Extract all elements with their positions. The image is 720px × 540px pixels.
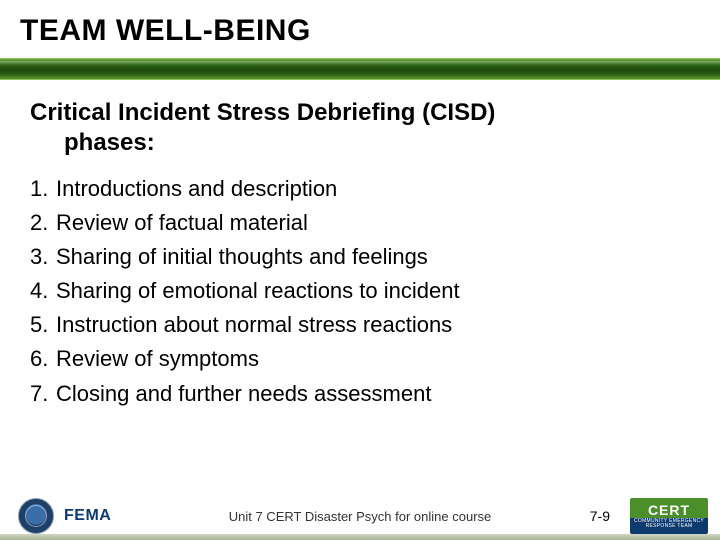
list-item: 2. Review of factual material: [30, 206, 690, 240]
list-number: 5.: [30, 308, 56, 342]
list-item: 4. Sharing of emotional reactions to inc…: [30, 274, 690, 308]
cert-logo-small: COMMUNITY EMERGENCY RESPONSE TEAM: [630, 519, 708, 530]
title-bar: TEAM WELL-BEING: [0, 0, 720, 48]
list-number: 6.: [30, 342, 56, 376]
list-item: 3. Sharing of initial thoughts and feeli…: [30, 240, 690, 274]
list-number: 3.: [30, 240, 56, 274]
subheading-line1: Critical Incident Stress Debriefing (CIS…: [30, 99, 495, 126]
phase-list: 1. Introductions and description 2. Revi…: [30, 172, 690, 411]
list-item: 6. Review of symptoms: [30, 342, 690, 376]
list-number: 2.: [30, 206, 56, 240]
footer: FEMA Unit 7 CERT Disaster Psych for onli…: [0, 492, 720, 540]
list-text: Sharing of emotional reactions to incide…: [56, 274, 460, 308]
list-text: Review of symptoms: [56, 342, 259, 376]
divider-green-bar: [0, 58, 720, 80]
subheading-line2: phases:: [30, 128, 690, 158]
cert-logo: CERT COMMUNITY EMERGENCY RESPONSE TEAM: [630, 498, 708, 534]
list-number: 1.: [30, 172, 56, 206]
list-number: 7.: [30, 377, 56, 411]
list-text: Introductions and description: [56, 172, 337, 206]
list-text: Instruction about normal stress reaction…: [56, 308, 452, 342]
list-item: 1. Introductions and description: [30, 172, 690, 206]
list-item: 5. Instruction about normal stress react…: [30, 308, 690, 342]
list-text: Sharing of initial thoughts and feelings: [56, 240, 428, 274]
list-text: Closing and further needs assessment: [56, 377, 431, 411]
footer-caption: Unit 7 CERT Disaster Psych for online co…: [0, 509, 720, 524]
footer-track: [0, 534, 720, 540]
list-item: 7. Closing and further needs assessment: [30, 377, 690, 411]
cert-logo-big: CERT: [648, 503, 690, 517]
list-number: 4.: [30, 274, 56, 308]
page-number: 7-9: [590, 508, 610, 524]
slide-title: TEAM WELL-BEING: [20, 14, 720, 48]
slide: TEAM WELL-BEING Critical Incident Stress…: [0, 0, 720, 540]
subheading: Critical Incident Stress Debriefing (CIS…: [30, 98, 690, 158]
content-area: Critical Incident Stress Debriefing (CIS…: [30, 98, 690, 411]
list-text: Review of factual material: [56, 206, 308, 240]
